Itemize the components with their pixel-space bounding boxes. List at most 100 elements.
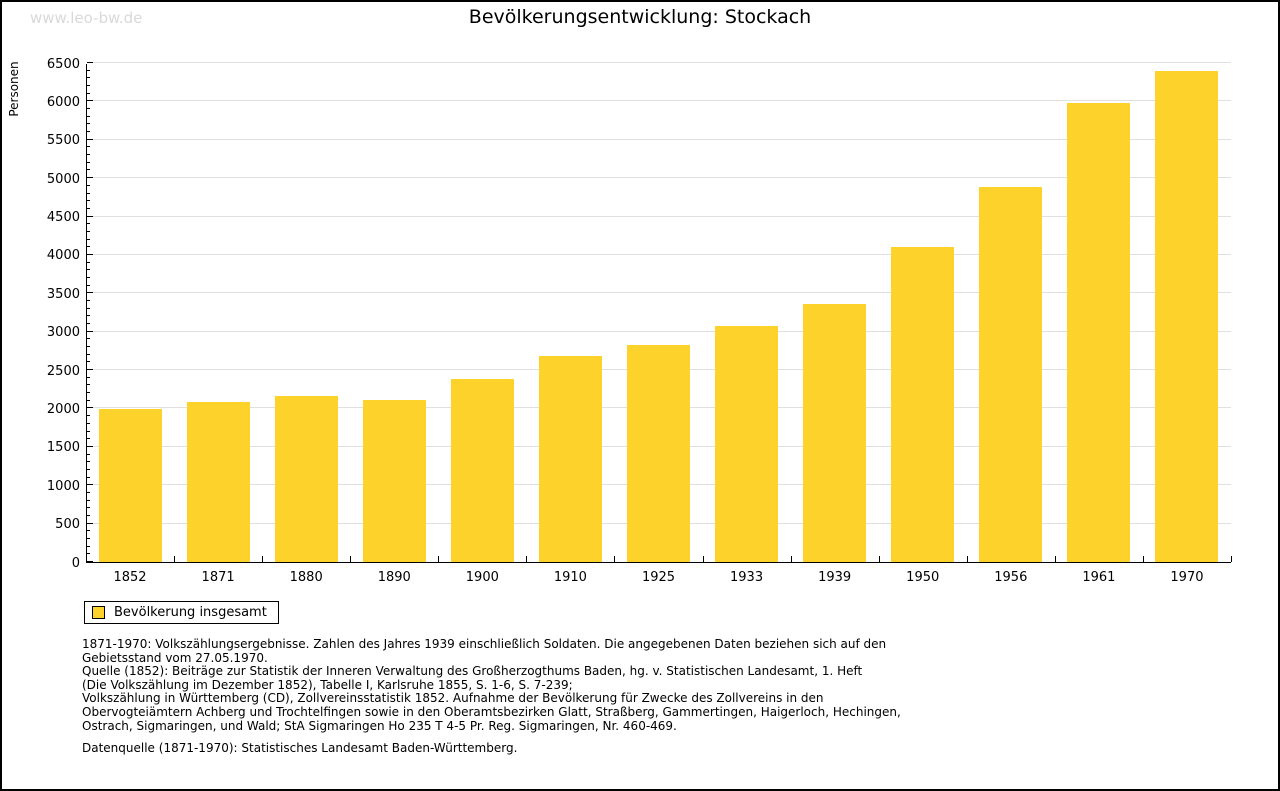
y-minor-tick-1100 [87, 476, 90, 478]
bar-1900 [450, 379, 514, 562]
y-major-tick-6500 [87, 62, 93, 63]
x-tick-label-1970: 1970 [1170, 570, 1204, 585]
y-minor-tick-4200 [87, 238, 90, 240]
y-minor-tick-1400 [87, 453, 90, 455]
bar-1950 [891, 247, 955, 562]
bar-1871 [186, 402, 250, 562]
y-major-tick-500 [87, 522, 93, 524]
y-major-tick-3000 [87, 330, 93, 332]
y-minor-tick-2600 [87, 361, 90, 363]
y-tick-label-1000: 1000 [46, 478, 80, 494]
x-tick-label-1950: 1950 [906, 570, 940, 585]
bar-1933 [715, 326, 779, 562]
gridline-5500 [87, 138, 1231, 140]
x-tick-9 [878, 556, 880, 562]
y-minor-tick-900 [87, 491, 90, 493]
y-major-tick-0 [87, 561, 93, 562]
y-major-tick-1500 [87, 445, 93, 447]
legend: Bevölkerung insgesamt [84, 601, 279, 624]
y-minor-tick-2300 [87, 384, 90, 386]
y-minor-tick-4800 [87, 192, 90, 194]
x-tick-label-1961: 1961 [1082, 570, 1116, 585]
y-minor-tick-3800 [87, 269, 90, 271]
y-major-tick-2000 [87, 407, 93, 409]
y-minor-tick-5600 [87, 131, 90, 133]
y-minor-tick-6200 [87, 85, 90, 87]
y-minor-tick-2100 [87, 399, 90, 401]
y-minor-tick-1600 [87, 438, 90, 440]
x-tick-1 [174, 556, 176, 562]
y-tick-label-5500: 5500 [46, 133, 80, 149]
bar-1939 [803, 304, 867, 562]
y-minor-tick-6300 [87, 77, 90, 79]
legend-label: Bevölkerung insgesamt [114, 605, 267, 620]
y-minor-tick-3300 [87, 307, 90, 309]
y-minor-tick-1800 [87, 422, 90, 424]
x-tick-0 [86, 556, 87, 562]
bar-1961 [1067, 103, 1131, 562]
y-minor-tick-3200 [87, 315, 90, 317]
y-minor-tick-1300 [87, 461, 90, 463]
x-tick-label-1852: 1852 [113, 570, 147, 585]
x-tick-12 [1142, 556, 1144, 562]
x-tick-2 [262, 556, 264, 562]
x-tick-10 [966, 556, 968, 562]
footnotes: 1871-1970: Volkszählungsergebnisse. Zahl… [82, 637, 1202, 756]
y-minor-tick-600 [87, 514, 90, 516]
bar-1910 [538, 356, 602, 562]
y-major-tick-4500 [87, 215, 93, 217]
x-tick-label-1871: 1871 [201, 570, 235, 585]
y-minor-tick-4400 [87, 223, 90, 225]
y-tick-label-0: 0 [71, 555, 80, 571]
y-minor-tick-700 [87, 507, 90, 509]
y-tick-label-4000: 4000 [46, 248, 80, 264]
bar-1970 [1155, 71, 1219, 562]
y-minor-tick-1700 [87, 430, 90, 432]
x-tick-label-1880: 1880 [289, 570, 323, 585]
y-minor-tick-4300 [87, 230, 90, 232]
gridline-6500 [87, 62, 1231, 63]
y-minor-tick-2900 [87, 338, 90, 340]
x-tick-3 [350, 556, 352, 562]
y-minor-tick-100 [87, 553, 90, 555]
gridline-6000 [87, 100, 1231, 102]
y-axis-line [86, 64, 87, 563]
y-minor-tick-3600 [87, 284, 90, 286]
y-minor-tick-5900 [87, 108, 90, 110]
y-tick-label-4500: 4500 [46, 210, 80, 226]
bar-1956 [979, 186, 1043, 562]
y-minor-tick-400 [87, 530, 90, 532]
y-tick-label-6500: 6500 [46, 56, 80, 72]
y-axis-tick-labels: 0 500 1000 1500 2000 2500 3000 3500 4000 4500 5000… [2, 57, 80, 571]
y-minor-tick-5400 [87, 146, 90, 148]
bar-1852 [98, 409, 162, 562]
y-major-tick-6000 [87, 100, 93, 102]
y-minor-tick-1900 [87, 415, 90, 417]
gridline-5000 [87, 177, 1231, 179]
y-minor-tick-4600 [87, 207, 90, 209]
y-tick-label-1500: 1500 [46, 440, 80, 456]
y-major-tick-3500 [87, 292, 93, 294]
x-tick-label-1925: 1925 [641, 570, 676, 585]
x-tick-6 [614, 556, 616, 562]
y-minor-tick-5700 [87, 123, 90, 125]
bar-1880 [274, 396, 338, 562]
x-tick-7 [702, 556, 704, 562]
y-major-tick-5000 [87, 177, 93, 179]
y-minor-tick-4700 [87, 200, 90, 202]
source-notes: 1871-1970: Volkszählungsergebnisse. Zahl… [82, 637, 901, 733]
y-tick-label-2000: 2000 [46, 401, 80, 417]
x-tick-label-1939: 1939 [818, 570, 852, 585]
x-tick-13 [1231, 556, 1232, 562]
y-tick-label-5000: 5000 [46, 171, 80, 187]
x-tick-label-1900: 1900 [465, 570, 499, 585]
y-major-tick-1000 [87, 484, 93, 486]
y-minor-tick-2400 [87, 376, 90, 378]
chart-title: Bevölkerungsentwicklung: Stockach [468, 6, 812, 28]
y-minor-tick-3100 [87, 323, 90, 325]
y-tick-label-3000: 3000 [46, 325, 80, 341]
y-minor-tick-3400 [87, 300, 90, 301]
watermark: www.leo-bw.de [30, 9, 143, 27]
x-tick-label-1933: 1933 [730, 570, 764, 585]
